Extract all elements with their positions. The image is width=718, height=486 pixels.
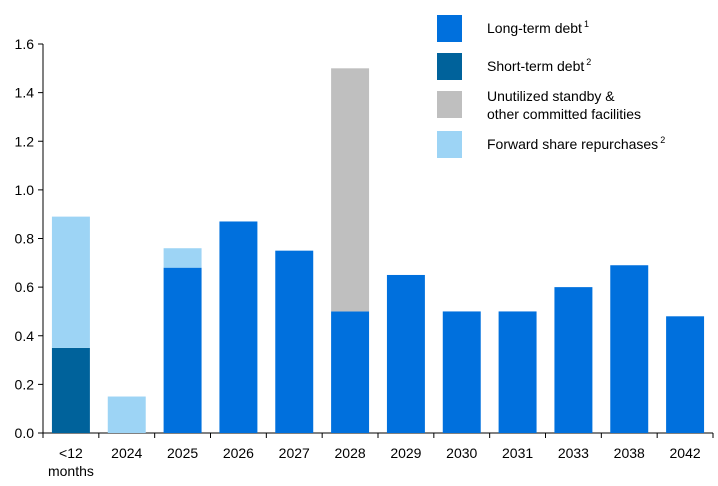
x-tick-label: 2030: [446, 445, 477, 461]
legend-label-long-term-debt: Long-term debt 1: [487, 19, 589, 36]
bar-long-term-debt-2042: [666, 316, 705, 433]
bar-long-term-debt-2028: [331, 311, 370, 433]
y-tick-label: 0.6: [15, 279, 35, 295]
bar-forward-share-repurchases-2024: [107, 396, 146, 433]
x-tick-label: <12 months: [48, 445, 94, 479]
bar-forward-share-repurchases-12-months: [51, 216, 90, 348]
bars: [51, 68, 705, 433]
x-axis: <12 months 2024 2025 2026 2027 2028 2029 2030 203…: [42, 432, 714, 479]
x-tick-label: 2038: [614, 445, 645, 461]
bar-long-term-debt-2033: [554, 287, 593, 433]
bar-long-term-debt-2026: [219, 221, 258, 433]
x-tick-label: 2024: [111, 445, 142, 461]
y-tick-label: 1.0: [15, 182, 35, 198]
legend-label-short-term-debt: Short-term debt 2: [487, 57, 591, 74]
bar-long-term-debt-2038: [610, 265, 649, 433]
legend-label-forward-share-repurchases: Forward share repurchases 2: [487, 135, 665, 152]
x-tick-label: 2042: [670, 445, 701, 461]
y-tick-label: 0.8: [15, 231, 35, 247]
y-tick-label: 1.4: [15, 85, 35, 101]
y-axis: 0.0 0.2 0.4 0.6 0.8 1.0 1.2 1.4 1.6: [15, 36, 44, 441]
x-tick-label: 2027: [279, 445, 310, 461]
legend: Long-term debt 1 Short-term debt 2 Unutilize…: [437, 15, 665, 158]
bar-forward-share-repurchases-2025: [163, 248, 202, 268]
x-tick-label: 2033: [558, 445, 589, 461]
bar-long-term-debt-2025: [163, 267, 202, 433]
y-tick-label: 0.2: [15, 376, 35, 392]
bar-long-term-debt-2031: [498, 311, 537, 433]
legend-label-unutilized-standby-other-committed-facilities: Unutilized standby & other committed faci…: [487, 88, 641, 122]
x-tick-label: 2031: [502, 445, 533, 461]
y-tick-label: 0.4: [15, 328, 35, 344]
legend-swatch-short-term-debt: [437, 53, 462, 80]
legend-swatch-long-term-debt: [437, 15, 462, 42]
y-tick-label: 0.0: [15, 425, 35, 441]
y-tick-label: 1.6: [15, 36, 35, 52]
legend-swatch-forward-share-repurchases: [437, 131, 462, 158]
x-tick-label: 2025: [167, 445, 198, 461]
bar-short-term-debt-12-months: [51, 347, 90, 433]
bar-long-term-debt-2027: [275, 250, 314, 433]
bar-long-term-debt-2030: [442, 311, 481, 433]
legend-swatch-unutilized-standby-other-committed-facilities: [437, 91, 462, 118]
x-tick-label: 2029: [390, 445, 421, 461]
y-tick-label: 1.2: [15, 133, 35, 149]
x-tick-label: 2026: [223, 445, 254, 461]
bar-unutilized-standby-other-committed-facilities-2028: [331, 68, 370, 312]
bar-long-term-debt-2029: [386, 274, 425, 433]
x-tick-label: 2028: [335, 445, 366, 461]
